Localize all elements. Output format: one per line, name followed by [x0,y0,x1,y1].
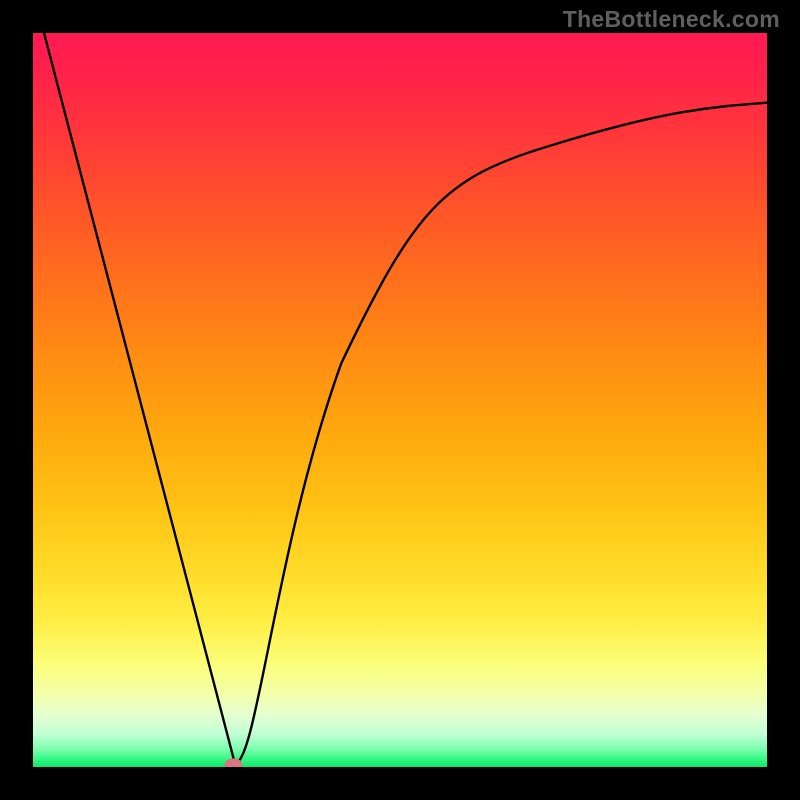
watermark-text: TheBottleneck.com [563,6,780,33]
chart-svg [33,33,767,767]
plot-area [33,33,767,767]
gradient-background [33,33,767,767]
